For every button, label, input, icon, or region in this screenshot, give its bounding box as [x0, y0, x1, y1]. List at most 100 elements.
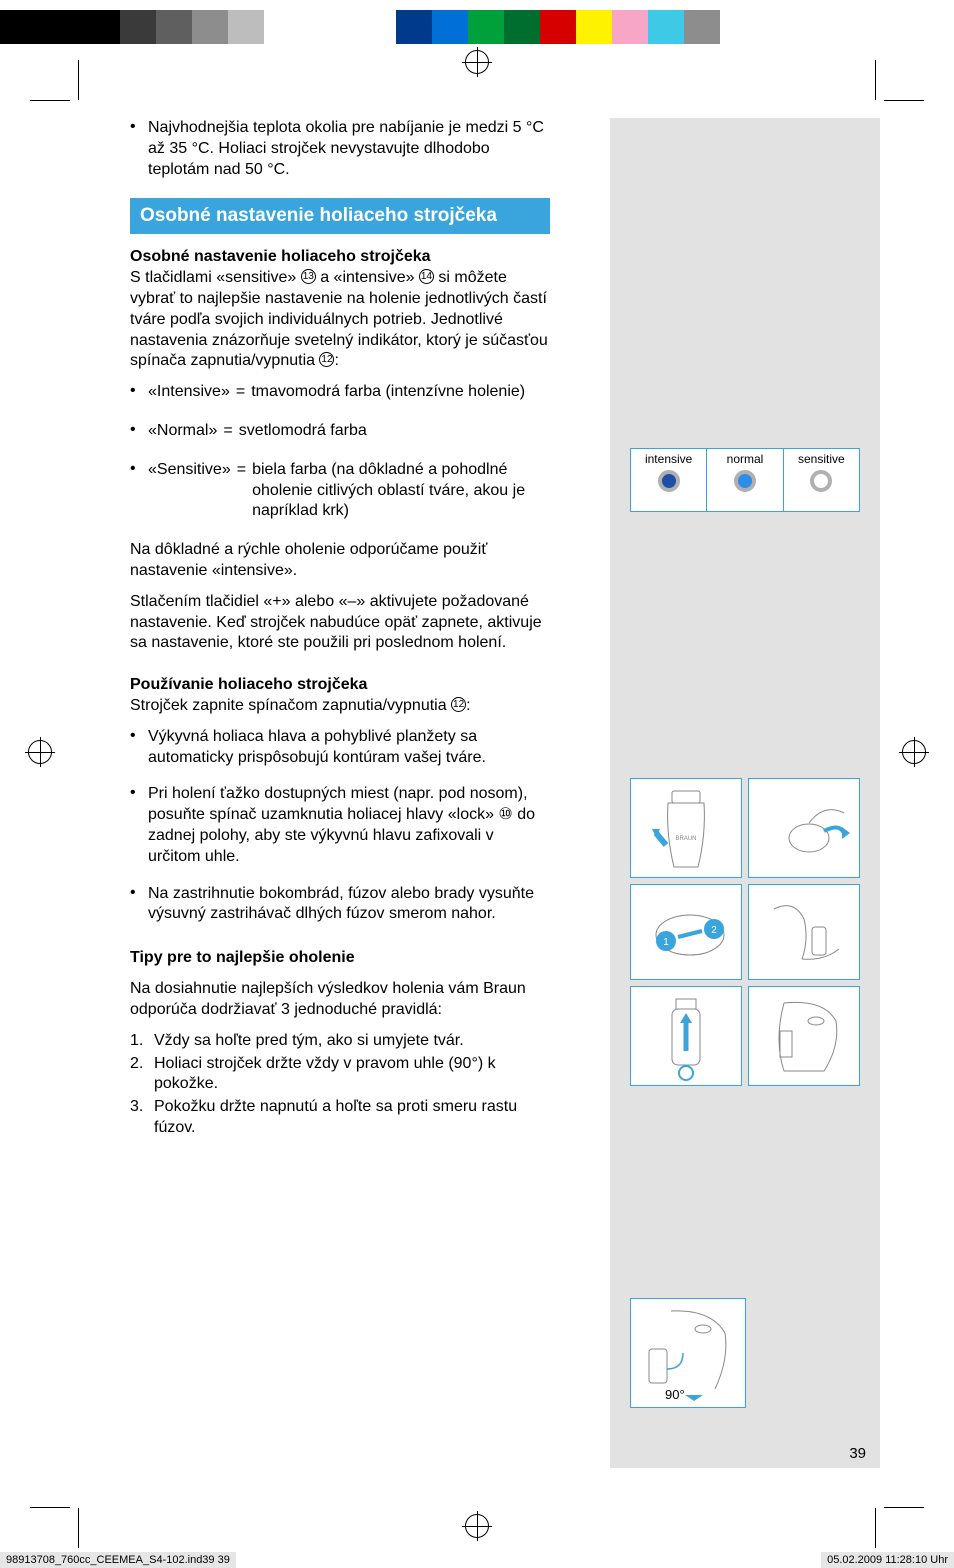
angle-figure: 90°	[630, 1298, 746, 1408]
tip-item: 1.Vždy sa hoľte pred tým, ako si umyjete…	[130, 1031, 550, 1052]
mode-intensive: intensive	[631, 449, 707, 511]
figure-column: intensive normal sensitive	[610, 118, 880, 1468]
svg-text:2: 2	[711, 925, 717, 936]
fig-lock-switch: 1 2	[630, 884, 742, 980]
footer-timestamp: 05.02.2009 11:28:10 Uhr	[821, 1552, 954, 1568]
ref-14-icon: 14	[419, 269, 434, 284]
content-area: • Najvhodnejšia teplota okolia pre nabíj…	[70, 98, 890, 1498]
tip-number: 2.	[130, 1054, 154, 1096]
setting-value: tmavomodrá farba (intenzívne holenie)	[251, 382, 550, 403]
equals-sign: =	[230, 382, 251, 403]
setting-value: biela farba (na dôkladné a pohodlné ohol…	[252, 460, 550, 522]
crop-mark	[78, 1508, 79, 1548]
tips-ordered-list: 1.Vždy sa hoľte pred tým, ako si umyjete…	[130, 1031, 550, 1139]
crop-mark	[884, 1507, 924, 1508]
color-swatch	[300, 10, 396, 44]
bullet-icon: •	[130, 382, 148, 400]
settings-list: •«Intensive»=tmavomodrá farba (intenzívn…	[130, 382, 550, 530]
subheading-personalization: Osobné nastavenie holiaceho strojčeka	[130, 248, 550, 266]
color-swatch	[504, 10, 540, 44]
setting-key: «Sensitive»	[148, 460, 231, 522]
mode-sensitive: sensitive	[784, 449, 859, 511]
registration-mark-bottom	[465, 1514, 489, 1538]
tip-number: 3.	[130, 1097, 154, 1139]
temperature-note-text: Najvhodnejšia teplota okolia pre nabíjan…	[148, 118, 550, 180]
usage-bullet: •Výkyvná holiaca hlava a pohyblivé planž…	[130, 727, 550, 769]
tip-text: Vždy sa hoľte pred tým, ako si umyjete t…	[154, 1031, 550, 1052]
fig-under-nose	[748, 884, 860, 980]
shaver-icon: BRAUN	[646, 785, 726, 871]
crop-mark	[78, 60, 79, 100]
setting-key: «Normal»	[148, 421, 217, 442]
color-swatch	[648, 10, 684, 44]
color-swatch	[0, 10, 120, 44]
registration-mark-left	[28, 740, 52, 764]
page-number: 39	[849, 1445, 866, 1462]
setting-value: svetlomodrá farba	[239, 421, 550, 442]
mode-sensitive-dot	[810, 470, 832, 492]
angle-90-icon: 90°	[631, 1299, 743, 1405]
section-heading: Osobné nastavenie holiaceho strojčeka	[130, 198, 550, 234]
text-column: • Najvhodnejšia teplota okolia pre nabíj…	[130, 118, 550, 1141]
lock-icon: 1 2	[636, 889, 736, 975]
temperature-note: • Najvhodnejšia teplota okolia pre nabíj…	[130, 118, 550, 180]
sideburn-icon	[754, 991, 854, 1081]
tip-text: Pokožku držte napnutú a hoľte sa proti s…	[154, 1097, 550, 1139]
fig-shaver-front: BRAUN	[630, 778, 742, 878]
color-swatch	[192, 10, 228, 44]
usage-bullet-list: •Výkyvná holiaca hlava a pohyblivé planž…	[130, 727, 550, 925]
crop-mark	[30, 1507, 70, 1508]
svg-text:BRAUN: BRAUN	[675, 836, 696, 842]
color-swatch	[120, 10, 156, 44]
tip-item: 3.Pokožku držte napnutú a hoľte sa proti…	[130, 1097, 550, 1139]
color-swatch	[612, 10, 648, 44]
crop-mark	[875, 1508, 876, 1548]
mode-normal-label: normal	[707, 452, 782, 466]
usage-bullet: •Pri holení ťažko dostupných miest (napr…	[130, 784, 550, 867]
ref-13-icon: 13	[301, 269, 316, 284]
crop-mark	[30, 100, 70, 101]
registration-mark-top	[465, 50, 489, 74]
usage-figure-grid: BRAUN	[630, 778, 860, 1088]
fig-trimmer	[630, 986, 742, 1086]
equals-sign: =	[217, 421, 238, 442]
usage-intro: Strojček zapnite spínačom zapnutia/vypnu…	[130, 696, 550, 717]
tip-text: Holiaci strojček držte vždy v pravom uhl…	[154, 1054, 550, 1096]
color-swatch	[684, 10, 720, 44]
mode-intensive-label: intensive	[631, 452, 706, 466]
pivot-icon	[754, 783, 854, 873]
ref-12-icon: 12	[319, 352, 334, 367]
color-swatch	[432, 10, 468, 44]
bullet-icon: •	[130, 884, 148, 926]
color-swatch	[228, 10, 264, 44]
text: Strojček zapnite spínačom zapnutia/vypnu…	[130, 697, 451, 714]
mode-indicator-figure: intensive normal sensitive	[630, 448, 860, 512]
tips-intro: Na dosiahnutie najlepších výsledkov hole…	[130, 979, 550, 1021]
mode-intensive-dot	[658, 470, 680, 492]
fig-pivot-head	[748, 778, 860, 878]
registration-mark-right	[902, 740, 926, 764]
svg-text:1: 1	[663, 937, 669, 948]
ref-12-icon: 12	[451, 697, 466, 712]
text: :	[466, 697, 470, 714]
bullet-icon: •	[130, 421, 148, 439]
setting-item: •«Normal»=svetlomodrá farba	[130, 421, 550, 450]
mode-normal: normal	[707, 449, 783, 511]
subheading-tips: Tipy pre to najlepšie oholenie	[130, 949, 550, 967]
setting-item: •«Sensitive»=biela farba (na dôkladné a …	[130, 460, 550, 530]
mode-normal-dot	[734, 470, 756, 492]
usage-bullet: •Na zastrihnutie bokombrád, fúzov alebo …	[130, 884, 550, 926]
fig-sideburn	[748, 986, 860, 1086]
recommendation-text: Na dôkladné a rýchle oholenie odporúčame…	[130, 540, 550, 582]
crop-mark	[884, 100, 924, 101]
crop-mark	[875, 60, 876, 100]
bullet-icon: •	[130, 460, 148, 478]
trimmer-icon	[636, 991, 736, 1081]
color-swatch	[264, 10, 300, 44]
usage-bullet-text: Výkyvná holiaca hlava a pohyblivé planže…	[148, 727, 550, 769]
page: • Najvhodnejšia teplota okolia pre nabíj…	[0, 0, 954, 1568]
svg-text:90°: 90°	[665, 1387, 685, 1402]
usage-bullet-text: Pri holení ťažko dostupných miest (napr.…	[148, 784, 550, 867]
bullet-icon: •	[130, 784, 148, 867]
text: S tlačidlami «sensitive»	[130, 269, 301, 286]
